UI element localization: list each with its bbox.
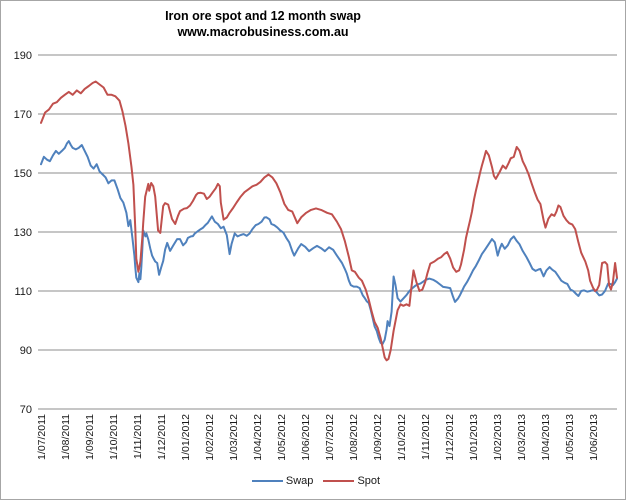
y-tick-label: 90 [20,345,32,357]
chart-title-block: Iron ore spot and 12 month swap www.macr… [1,8,525,40]
y-tick-label: 70 [20,404,32,416]
y-tick-label: 150 [14,168,32,180]
x-tick-label: 1/03/2012 [228,414,240,461]
x-tick-label: 1/09/2012 [372,414,384,461]
x-tick-label: 1/05/2013 [564,414,576,461]
x-tick-label: 1/05/2012 [276,414,288,461]
series-spot-line [40,80,618,362]
legend-item-swap: Swap [251,475,314,487]
legend-label-spot: Spot [357,475,381,487]
spot-line-swatch [323,479,355,483]
x-tick-label: 1/02/2013 [492,414,504,461]
y-tick-label: 190 [14,50,32,62]
x-tick-label: 1/08/2012 [348,414,360,461]
x-tick-label: 1/06/2012 [300,414,312,461]
x-tick-label: 1/01/2012 [180,414,192,461]
x-tick-label: 1/04/2012 [252,414,264,461]
y-tick-label: 130 [14,227,32,239]
x-tick-label: 1/03/2013 [516,414,528,461]
x-tick-label: 1/12/2012 [444,414,456,461]
y-tick-label: 110 [14,286,32,298]
legend-item-spot: Spot [323,475,380,487]
x-tick-label: 1/10/2011 [108,414,120,460]
y-tick-label: 170 [14,109,32,121]
x-tick-label: 1/08/2011 [60,414,72,460]
swap-line-swatch [251,479,283,483]
x-tick-label: 1/12/2011 [156,414,168,460]
series-swap-line [40,140,618,346]
x-tick-label: 1/06/2013 [588,414,600,461]
chart-subtitle: www.macrobusiness.com.au [177,25,349,39]
x-tick-label: 1/07/2011 [36,414,48,460]
x-tick-label: 1/02/2012 [204,414,216,461]
x-tick-label: 1/04/2013 [540,414,552,461]
legend: Swap Spot [1,473,625,489]
x-tick-label: 1/11/2011 [132,414,144,459]
legend-label-swap: Swap [285,475,314,487]
x-tick-label: 1/09/2011 [84,414,96,460]
x-tick-label: 1/10/2012 [396,414,408,461]
x-tick-label: 1/07/2012 [324,414,336,461]
x-tick-label: 1/11/2012 [420,414,432,460]
x-tick-label: 1/01/2013 [468,414,480,461]
chart-title: Iron ore spot and 12 month swap [165,9,361,23]
